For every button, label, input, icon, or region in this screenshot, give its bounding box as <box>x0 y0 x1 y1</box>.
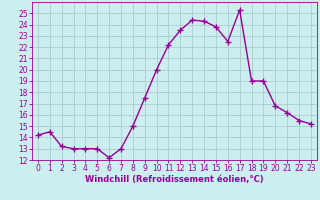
X-axis label: Windchill (Refroidissement éolien,°C): Windchill (Refroidissement éolien,°C) <box>85 175 264 184</box>
